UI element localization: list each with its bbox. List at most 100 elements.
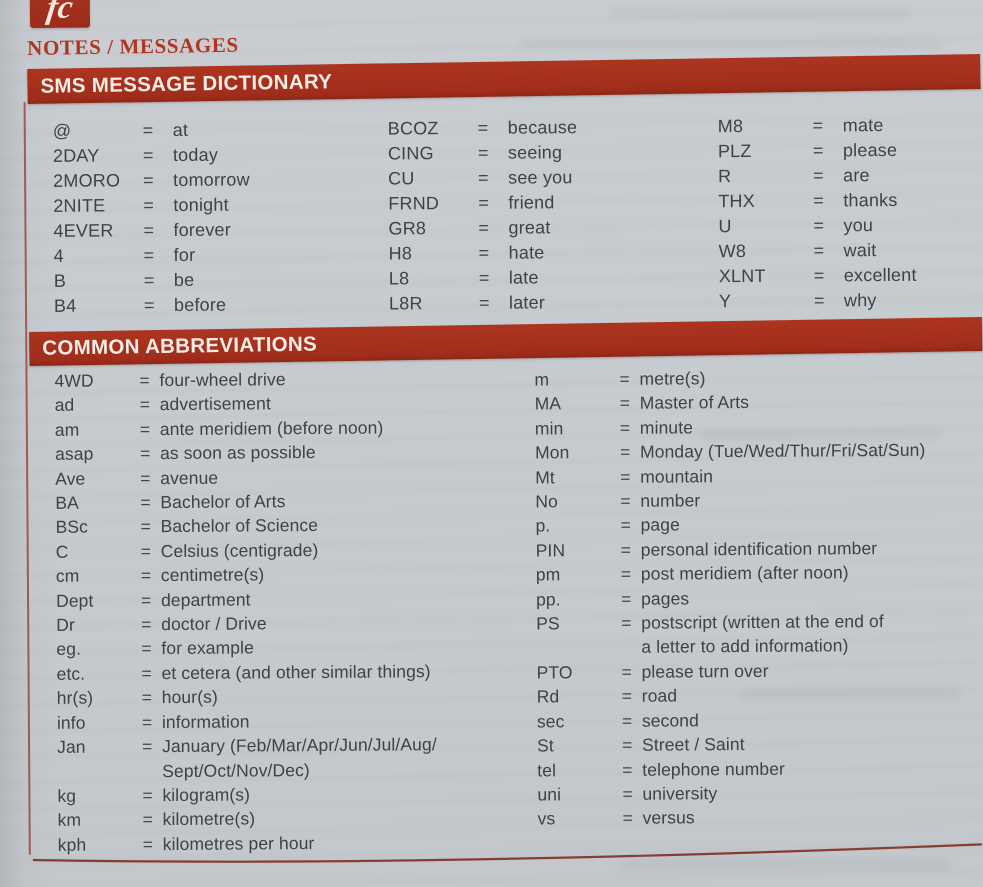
sms-entry-row: L8 = late xyxy=(389,264,699,291)
abbreviation-entry-row: BA = Bachelor of Arts xyxy=(55,488,505,516)
abbreviation-entry-row: sec = second xyxy=(537,706,982,734)
equals-sign: = xyxy=(620,539,632,560)
abbreviation: PIN xyxy=(535,540,566,561)
sms-meaning: are xyxy=(843,165,870,186)
sms-entry-row: H8 = hate xyxy=(389,239,699,266)
left-border-line xyxy=(23,102,31,856)
abbreviation: am xyxy=(54,419,80,440)
sms-abbreviation: L8R xyxy=(388,293,423,314)
meaning: Bachelor of Arts xyxy=(160,488,505,515)
abbreviation-entry-row: min = minute xyxy=(535,413,980,441)
equals-sign: = xyxy=(622,759,633,780)
abbreviation: eg. xyxy=(56,639,82,660)
sms-meaning: great xyxy=(508,217,551,238)
abbreviation-entry-row: etc. = et cetera (and other similar thin… xyxy=(56,659,506,687)
sms-abbreviation: U xyxy=(718,216,732,237)
meaning: as soon as possible xyxy=(160,439,505,466)
sms-entry-row: CING = seeing xyxy=(388,139,698,166)
abbreviation: min xyxy=(534,418,564,439)
meaning: information xyxy=(162,707,507,734)
sms-abbreviation: PLZ xyxy=(717,140,752,162)
equals-sign: = xyxy=(619,393,631,414)
equals-sign: = xyxy=(620,588,632,609)
sms-entry-row: 4EVER = forever xyxy=(53,217,363,244)
equals-sign: = xyxy=(142,785,153,806)
equals-sign: = xyxy=(621,661,632,682)
equals-sign: = xyxy=(813,215,825,236)
meaning-line-1: Bachelor of Arts xyxy=(160,491,286,513)
meaning-line-1: postscript (written at the end of xyxy=(641,611,884,633)
sms-entry-row: W8 = wait xyxy=(719,237,979,264)
meaning-line-1: Master of Arts xyxy=(639,392,750,414)
equals-sign: = xyxy=(141,663,152,684)
sms-meaning: forever xyxy=(173,219,231,240)
sms-entry-row: L8R = later xyxy=(389,289,699,316)
sms-dictionary-title: SMS MESSAGE DICTIONARY xyxy=(40,69,333,98)
meaning-line-1: telephone number xyxy=(642,758,785,780)
sms-abbreviation: BCOZ xyxy=(387,118,439,139)
publisher-logo-text: fc xyxy=(44,0,76,26)
abbreviation: sec xyxy=(536,710,565,732)
equals-sign: = xyxy=(621,710,633,731)
abbreviation-entry-row: eg. = for example xyxy=(56,634,506,662)
abbreviation: hr(s) xyxy=(56,687,94,709)
sms-meaning: why xyxy=(843,290,877,311)
abbreviation-entry-row: Jan = January (Feb/Mar/Apr/Jun/Jul/Aug/S… xyxy=(57,732,507,784)
abbreviation: BSc xyxy=(55,517,89,538)
sms-abbreviation: 2MORO xyxy=(53,170,121,191)
equals-sign: = xyxy=(141,711,153,732)
meaning-line-1: minute xyxy=(639,417,694,438)
meaning-line-1: centimetre(s) xyxy=(160,564,265,586)
abbreviation-entry-row: pp. = pages xyxy=(536,584,981,612)
common-abbreviations-column-1: 4WD = four-wheel drive ad = advertisemen… xyxy=(54,366,507,857)
sms-meaning: friend xyxy=(508,192,555,213)
abbreviation-entry-row: km = kilometre(s) xyxy=(58,805,508,833)
sms-meaning: please xyxy=(842,139,898,161)
abbreviation: 4WD xyxy=(54,370,94,391)
meaning-line-1: for example xyxy=(161,637,254,659)
meaning-line-1: advertisement xyxy=(159,393,271,415)
abbreviation-entry-row: Dr = doctor / Drive xyxy=(56,610,506,638)
common-abbreviations-section-header: COMMON ABBREVIATIONS xyxy=(29,317,983,367)
sms-meaning: see you xyxy=(508,167,573,188)
sms-meaning: seeing xyxy=(507,142,563,163)
meaning-line-1: department xyxy=(160,589,251,610)
sms-entry-row: GR8 = great xyxy=(388,214,698,241)
meaning: department xyxy=(161,585,506,612)
sms-entry-row: Y = why xyxy=(719,287,979,314)
abbreviation: pp. xyxy=(535,588,561,610)
meaning: please turn over xyxy=(641,657,981,684)
equals-sign: = xyxy=(141,614,152,635)
equals-sign: = xyxy=(143,220,155,241)
equals-sign: = xyxy=(139,418,151,440)
equals-sign: = xyxy=(143,270,155,291)
abbreviation-entry-row: hr(s) = hour(s) xyxy=(57,683,507,711)
meaning: personal identification number xyxy=(641,535,981,562)
meaning-line-1: second xyxy=(641,710,700,731)
equals-sign: = xyxy=(478,242,490,263)
equals-sign: = xyxy=(813,240,825,261)
sms-abbreviation: GR8 xyxy=(388,218,427,239)
abbreviation: Rd xyxy=(536,686,560,707)
sms-entry-row: THX = thanks xyxy=(718,187,978,214)
meaning-line-2: Sept/Oct/Nov/Dec) xyxy=(162,759,310,781)
meaning: January (Feb/Mar/Apr/Jun/Jul/Aug/Sept/Oc… xyxy=(162,732,507,783)
abbreviation: info xyxy=(56,712,86,733)
meaning: pages xyxy=(641,584,981,611)
abbreviation: km xyxy=(57,809,82,831)
sms-meaning: later xyxy=(508,292,546,313)
equals-sign: = xyxy=(620,564,632,585)
meaning-line-1: information xyxy=(161,711,250,732)
meaning: telephone number xyxy=(642,755,982,782)
sms-abbreviation: XLNT xyxy=(718,265,766,287)
abbreviation: Ave xyxy=(55,468,86,489)
meaning: hour(s) xyxy=(162,683,507,710)
equals-sign: = xyxy=(619,417,631,438)
meaning: page xyxy=(640,511,980,538)
sms-abbreviation: 2DAY xyxy=(52,145,100,166)
abbreviation-entry-row: m = metre(s) xyxy=(534,364,979,392)
meaning-line-1: hour(s) xyxy=(161,686,218,708)
sms-abbreviation: @ xyxy=(52,120,72,141)
abbreviation: ad xyxy=(54,395,75,416)
abbreviation: No xyxy=(535,491,559,512)
